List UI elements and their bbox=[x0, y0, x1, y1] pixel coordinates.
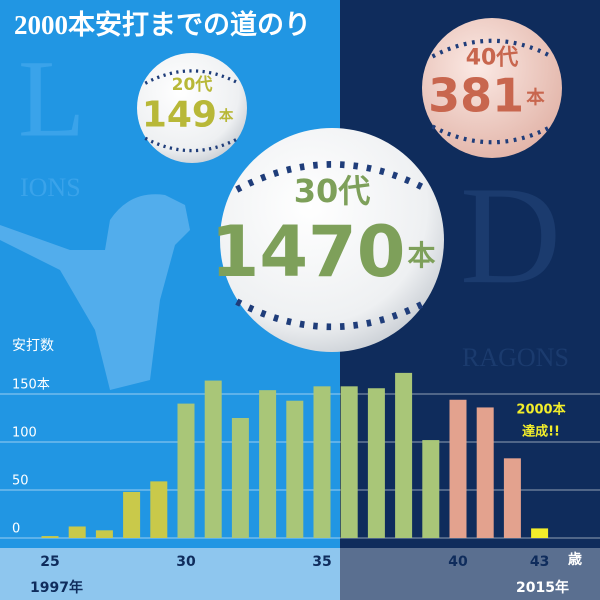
bar bbox=[476, 407, 494, 538]
watermark: IONS bbox=[20, 173, 81, 202]
watermark: RAGONS bbox=[462, 343, 569, 372]
callout-decade: 40代 bbox=[466, 46, 519, 71]
callout-unit: 本 bbox=[219, 106, 234, 124]
callout-number: 381 bbox=[428, 68, 524, 122]
callout-unit: 本 bbox=[407, 239, 435, 272]
y-tick-label: 50 bbox=[12, 474, 29, 489]
x-start-label: 1997年 bbox=[30, 579, 83, 596]
callout-number: 149 bbox=[142, 94, 217, 135]
annotation: 達成!! bbox=[522, 424, 560, 440]
bar bbox=[286, 400, 304, 538]
bar bbox=[68, 526, 86, 538]
callout-value: 381 本 bbox=[428, 68, 545, 122]
x-tick-label: 40 bbox=[448, 554, 468, 570]
axis-strip-left bbox=[0, 548, 340, 600]
x-tick-label: 43 bbox=[530, 554, 549, 570]
x-axis-label: 歳 bbox=[568, 551, 582, 568]
watermark: L bbox=[18, 37, 85, 159]
x-tick-label: 30 bbox=[176, 554, 196, 570]
stitch bbox=[144, 136, 240, 153]
stitch bbox=[431, 38, 553, 59]
bar bbox=[395, 372, 413, 538]
bar bbox=[367, 388, 385, 538]
y-tick-label: 150本 bbox=[12, 378, 50, 393]
y-axis-label: 安打数 bbox=[12, 337, 54, 354]
callout-number: 1470 bbox=[211, 211, 406, 293]
baseball bbox=[137, 53, 247, 163]
player-silhouette bbox=[0, 194, 190, 390]
bar bbox=[503, 458, 521, 538]
y-tick-label: 0 bbox=[12, 522, 20, 537]
bar bbox=[422, 440, 440, 538]
baseball bbox=[422, 18, 562, 158]
bar bbox=[449, 399, 467, 538]
bar bbox=[150, 481, 168, 538]
bar bbox=[95, 530, 113, 538]
callout-value: 1470本 bbox=[211, 211, 436, 293]
callout-decade: 20代 bbox=[172, 74, 213, 95]
bar bbox=[204, 380, 222, 538]
bar bbox=[41, 536, 59, 538]
annotation: 2000本 bbox=[516, 402, 565, 418]
bar bbox=[340, 386, 358, 538]
bar bbox=[313, 386, 331, 538]
y-tick-label: 100 bbox=[12, 426, 37, 441]
bar bbox=[231, 418, 249, 538]
bar bbox=[177, 403, 195, 538]
x-tick-label: 35 bbox=[312, 554, 331, 570]
bar bbox=[259, 390, 277, 538]
x-tick-label: 25 bbox=[40, 554, 59, 570]
bar bbox=[531, 528, 549, 538]
axis-strip-right bbox=[340, 548, 600, 600]
stitch bbox=[431, 124, 553, 145]
callout-decade: 30代 bbox=[294, 172, 371, 210]
chart-title: 2000本安打までの道のり bbox=[14, 9, 311, 40]
stitch bbox=[144, 69, 240, 85]
baseball bbox=[220, 128, 444, 352]
x-end-label: 2015年 bbox=[516, 579, 569, 596]
callout-unit: 本 bbox=[526, 87, 545, 109]
callout-value: 149 本 bbox=[142, 94, 234, 135]
watermark: D bbox=[460, 158, 561, 313]
bar bbox=[123, 491, 141, 538]
